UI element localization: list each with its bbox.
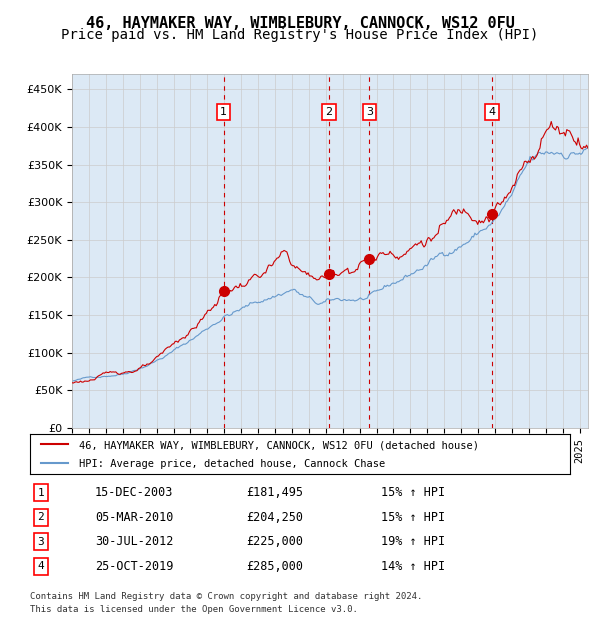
Text: 1: 1 [220, 107, 227, 117]
Text: 25-OCT-2019: 25-OCT-2019 [95, 560, 173, 573]
Text: 3: 3 [37, 537, 44, 547]
Text: 30-JUL-2012: 30-JUL-2012 [95, 535, 173, 548]
Text: HPI: Average price, detached house, Cannock Chase: HPI: Average price, detached house, Cann… [79, 459, 385, 469]
Text: 05-MAR-2010: 05-MAR-2010 [95, 511, 173, 524]
Text: £285,000: £285,000 [246, 560, 303, 573]
Text: 15% ↑ HPI: 15% ↑ HPI [381, 486, 445, 499]
Text: £181,495: £181,495 [246, 486, 303, 499]
Text: Contains HM Land Registry data © Crown copyright and database right 2024.: Contains HM Land Registry data © Crown c… [30, 592, 422, 601]
Text: £225,000: £225,000 [246, 535, 303, 548]
Text: 3: 3 [366, 107, 373, 117]
Text: 15% ↑ HPI: 15% ↑ HPI [381, 511, 445, 524]
Text: 14% ↑ HPI: 14% ↑ HPI [381, 560, 445, 573]
Text: This data is licensed under the Open Government Licence v3.0.: This data is licensed under the Open Gov… [30, 604, 358, 614]
Text: Price paid vs. HM Land Registry's House Price Index (HPI): Price paid vs. HM Land Registry's House … [61, 28, 539, 42]
Text: 15-DEC-2003: 15-DEC-2003 [95, 486, 173, 499]
Text: 46, HAYMAKER WAY, WIMBLEBURY, CANNOCK, WS12 0FU (detached house): 46, HAYMAKER WAY, WIMBLEBURY, CANNOCK, W… [79, 440, 479, 450]
Text: 2: 2 [325, 107, 332, 117]
Text: 2: 2 [37, 512, 44, 522]
Text: 19% ↑ HPI: 19% ↑ HPI [381, 535, 445, 548]
Text: £204,250: £204,250 [246, 511, 303, 524]
Text: 46, HAYMAKER WAY, WIMBLEBURY, CANNOCK, WS12 0FU: 46, HAYMAKER WAY, WIMBLEBURY, CANNOCK, W… [86, 16, 514, 30]
Text: 4: 4 [37, 561, 44, 572]
Text: 4: 4 [488, 107, 496, 117]
Text: 1: 1 [37, 488, 44, 498]
